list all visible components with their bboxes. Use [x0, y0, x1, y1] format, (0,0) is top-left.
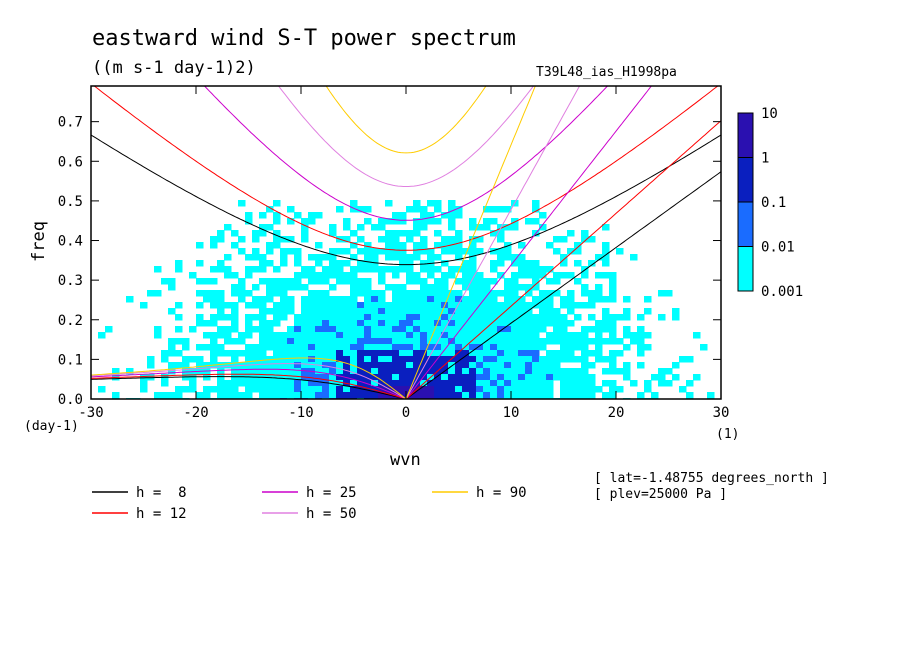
legend-label-4: h = 90	[476, 485, 527, 501]
spectrum-field	[98, 200, 715, 399]
kelvin-curve-2	[405, 86, 653, 399]
colorbar-level-3: 1	[761, 151, 769, 167]
chart-units: ((m s-1 day-1)2)	[92, 58, 256, 78]
x-tick-label-1: -20	[183, 405, 208, 421]
annotation-plev: [ plev=25000 Pa ]	[594, 487, 727, 502]
legend-label-0: h = 8	[136, 485, 187, 501]
inertia-gravity-curve-0	[91, 134, 721, 266]
rossby-curve-4	[91, 357, 407, 399]
colorbar-level-4: 10	[761, 106, 778, 122]
y-axis-label: freq	[29, 221, 49, 262]
colorbar-swatch-3	[737, 112, 754, 158]
colorbar-level-1: 0.01	[761, 240, 795, 256]
colorbar-level-0: 0.001	[761, 284, 803, 300]
legend-label-1: h = 12	[136, 506, 187, 522]
colorbar: 0.001 0.01 0.1 1 10	[737, 106, 803, 300]
rossby-curve-0	[91, 376, 407, 399]
x-tick-label-4: 10	[503, 405, 520, 421]
kelvin-curve-4	[405, 86, 536, 399]
x-tick-label-2: -10	[288, 405, 313, 421]
y-tick-label-2: 0.2	[58, 313, 83, 329]
inertia-gravity-curve-1	[93, 86, 719, 251]
inertia-gravity-curve-4	[325, 86, 487, 154]
colorbar-swatch-1	[737, 201, 754, 247]
rossby-curve-1	[91, 373, 407, 399]
annotation-lat: [ lat=-1.48755 degrees_north ]	[594, 471, 829, 486]
kelvin-curve-0	[405, 171, 721, 399]
legend: h = 8 h = 12 h = 25 h = 50 h = 90	[92, 485, 527, 522]
y-tick-label-0: 0.0	[58, 392, 83, 408]
inertia-gravity-curve-2	[203, 86, 609, 221]
x-axis-label: wvn	[390, 450, 421, 470]
kelvin-curve-3	[405, 86, 581, 399]
colorbar-swatch-2	[737, 157, 754, 203]
y-tick-label-7: 0.7	[58, 115, 83, 131]
colorbar-level-2: 0.1	[761, 195, 786, 211]
x-tick-label-6: 30	[713, 405, 730, 421]
y-tick-label-3: 0.3	[58, 273, 83, 289]
rossby-curve-3	[91, 363, 407, 399]
inertia-gravity-curve-3	[277, 86, 535, 187]
dispersion-curves	[91, 86, 721, 399]
axes: -30 -20 -10 0 10 20 30 0.0 0.1 0.2 0.3 0.4 0.5 0.6 0.7	[58, 86, 730, 421]
legend-label-3: h = 50	[306, 506, 357, 522]
chart-title: eastward wind S-T power spectrum	[92, 26, 516, 51]
run-label: T39L48_ias_H1998pa	[536, 65, 677, 80]
y-tick-label-5: 0.5	[58, 194, 83, 210]
y-unit-label: (day-1)	[24, 419, 79, 434]
x-unit-label: (1)	[716, 427, 739, 442]
x-tick-label-0: -30	[78, 405, 103, 421]
kelvin-curve-1	[405, 120, 721, 399]
colorbar-swatch-0	[737, 246, 754, 292]
y-tick-label-1: 0.1	[58, 352, 83, 368]
y-tick-label-4: 0.4	[58, 234, 83, 250]
legend-label-2: h = 25	[306, 485, 357, 501]
x-tick-label-5: 20	[608, 405, 625, 421]
y-tick-label-6: 0.6	[58, 154, 83, 170]
rossby-curve-2	[91, 368, 407, 399]
x-tick-label-3: 0	[402, 405, 410, 421]
